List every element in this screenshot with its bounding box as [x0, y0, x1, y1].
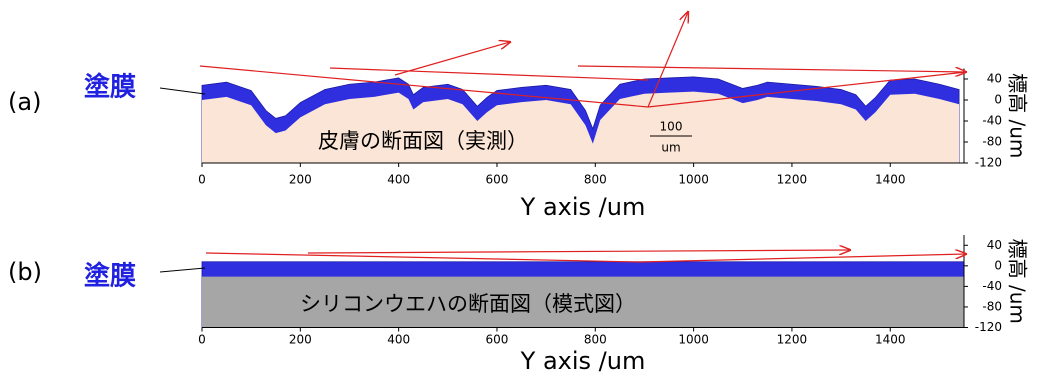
y-tick-label: -120 [975, 156, 1002, 170]
x-tick-label: 1000 [678, 173, 709, 187]
x-tick-label: 1200 [777, 333, 808, 347]
leader-line [160, 88, 205, 94]
x-tick-label: 1000 [678, 333, 709, 347]
y-tick-label: 0 [994, 258, 1002, 272]
y-tick-label: 0 [994, 93, 1002, 107]
y-tick-label: 40 [987, 238, 1002, 252]
x-tick-label: 200 [289, 173, 312, 187]
y-axis-title: 標高 /um [1006, 239, 1030, 324]
scale-bar-value: 100 [660, 120, 683, 134]
y-tick-label: -80 [982, 135, 1002, 149]
arrow [640, 254, 966, 262]
coating-label: 塗膜 [84, 261, 136, 292]
figure: 400-40-80-1200200400600800100012001400Y … [0, 0, 1038, 376]
x-tick-label: 600 [486, 333, 509, 347]
x-axis-title: Y axis /um [520, 347, 646, 375]
arrow [308, 250, 850, 253]
x-axis-title: Y axis /um [520, 193, 646, 221]
panel-label: (b) [8, 258, 42, 286]
x-tick-label: 800 [584, 333, 607, 347]
y-tick-label: -40 [982, 114, 1002, 128]
annotation: シリコンウエハの断面図（模式図） [300, 292, 636, 316]
y-tick-label: 40 [987, 72, 1002, 86]
x-tick-label: 400 [387, 333, 410, 347]
x-tick-label: 400 [387, 173, 410, 187]
arrow [206, 253, 640, 262]
panel-label: (a) [8, 88, 41, 116]
y-tick-label: -40 [982, 279, 1002, 293]
x-tick-label: 800 [584, 173, 607, 187]
coating-label: 塗膜 [84, 72, 136, 103]
arrow [578, 66, 966, 72]
y-tick-label: -80 [982, 299, 1002, 313]
y-axis-title: 標高 /um [1006, 73, 1030, 158]
x-tick-label: 1400 [875, 173, 906, 187]
arrow [330, 68, 648, 80]
y-tick-label: -120 [975, 320, 1002, 334]
annotation: 皮膚の断面図（実測） [318, 129, 528, 153]
leader-line [160, 268, 205, 272]
scale-bar-unit: um [661, 141, 680, 155]
x-tick-label: 600 [486, 173, 509, 187]
x-tick-label: 200 [289, 333, 312, 347]
x-tick-label: 1400 [875, 333, 906, 347]
x-tick-label: 0 [198, 173, 206, 187]
x-tick-label: 0 [198, 333, 206, 347]
arrow [395, 42, 510, 75]
x-tick-label: 1200 [777, 173, 808, 187]
